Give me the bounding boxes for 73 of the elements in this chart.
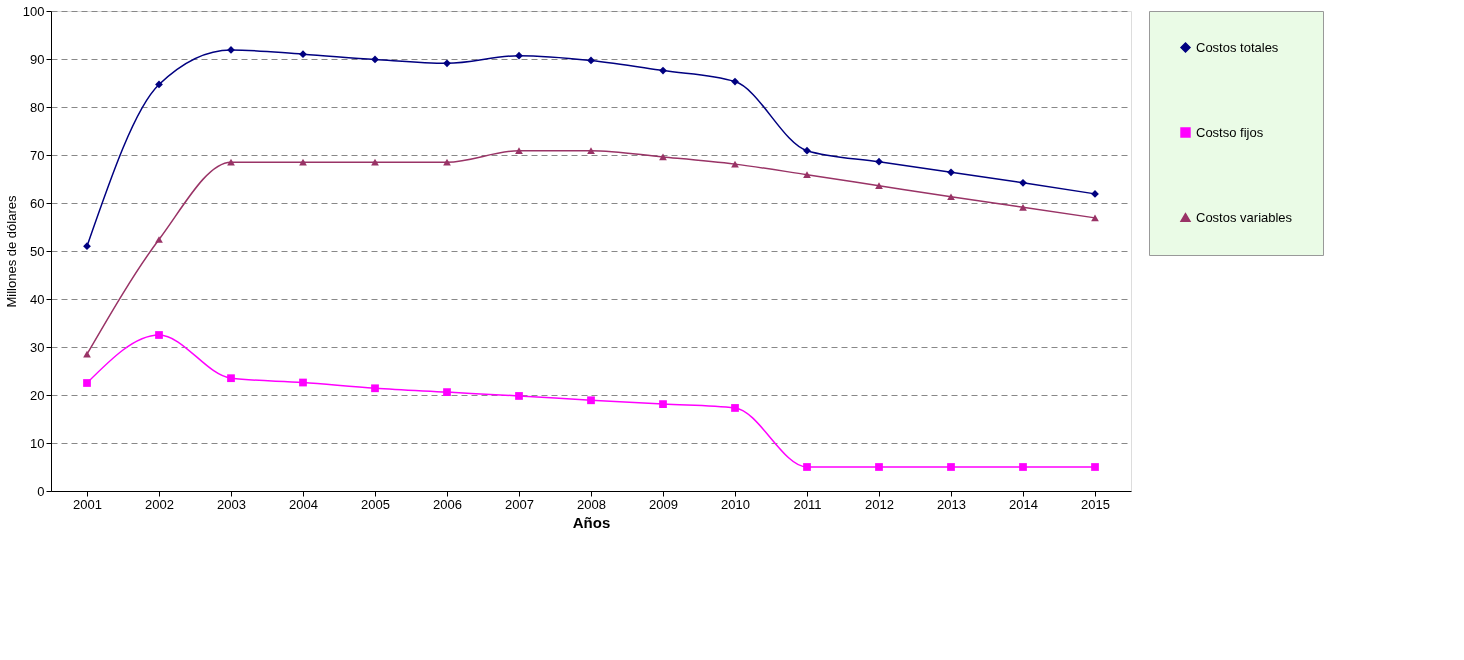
point: [731, 404, 739, 412]
point: [1091, 463, 1099, 471]
point: [155, 80, 163, 89]
y-tick-label: 90: [30, 51, 45, 67]
point: [659, 66, 667, 75]
x-tick-label: 2003: [217, 496, 246, 512]
point: [299, 50, 307, 59]
point: [587, 147, 595, 155]
x-axis-title: Años: [572, 513, 611, 531]
point: [371, 55, 379, 64]
point: [443, 388, 451, 396]
point: [947, 168, 955, 177]
legend-label: Costso fijos: [1196, 124, 1264, 140]
x-tick-label: 2010: [721, 496, 750, 512]
x-tick-label: 2009: [649, 496, 678, 512]
x-tick-label: 2006: [433, 496, 462, 512]
point: [155, 236, 163, 243]
point: [587, 56, 595, 65]
point: [515, 147, 523, 155]
y-tick-label: 20: [30, 387, 45, 403]
y-axis-title: Millones de dólares: [3, 195, 19, 308]
point: [659, 153, 667, 161]
point: [83, 242, 91, 251]
x-tick-label: 2004: [289, 496, 318, 512]
point: [1019, 463, 1027, 471]
point: [83, 350, 91, 358]
point: [155, 331, 163, 339]
y-tick-label: 50: [30, 243, 45, 259]
x-tick-label: 2005: [361, 496, 390, 512]
point: [299, 378, 307, 387]
point: [443, 158, 451, 166]
point: [299, 158, 307, 166]
y-tick-label: 30: [30, 339, 45, 355]
x-tick-label: 2002: [145, 496, 174, 512]
x-tick-label: 2001: [73, 496, 102, 512]
point: [659, 400, 667, 408]
x-tick-label: 2008: [577, 496, 606, 512]
point: [443, 59, 451, 68]
x-tick-label: 2015: [1081, 496, 1110, 512]
x-tick-label: 2011: [793, 496, 822, 512]
point: [227, 374, 235, 383]
point: [947, 463, 955, 471]
point: [803, 171, 811, 179]
y-tick-label: 60: [30, 195, 45, 211]
point: [227, 158, 235, 166]
point: [1019, 178, 1027, 187]
x-tick-label: 2013: [937, 496, 966, 512]
point: [83, 379, 91, 387]
point: [371, 158, 379, 166]
point: [803, 463, 811, 471]
y-tick-label: 100: [22, 3, 45, 19]
y-tick-label: 0: [37, 483, 45, 499]
x-tick-label: 2007: [505, 496, 534, 512]
point: [947, 193, 955, 201]
y-tick-label: 10: [30, 435, 45, 451]
point: [803, 146, 811, 155]
point: [875, 182, 883, 190]
point: [731, 77, 739, 86]
point: [515, 392, 523, 400]
point: [515, 51, 523, 60]
y-tick-label: 40: [30, 291, 45, 307]
legend-label: Costos variables: [1196, 209, 1293, 225]
x-tick-label: 2014: [1009, 496, 1038, 512]
point: [371, 384, 379, 393]
point: [1019, 203, 1027, 211]
point: [875, 157, 883, 166]
point: [587, 396, 595, 405]
y-tick-label: 80: [30, 99, 45, 115]
x-tick-label: 2012: [865, 496, 894, 512]
point: [875, 463, 883, 471]
y-tick-label: 70: [30, 147, 45, 163]
point: [1091, 214, 1099, 222]
legend-label: Costos totales: [1196, 39, 1279, 55]
